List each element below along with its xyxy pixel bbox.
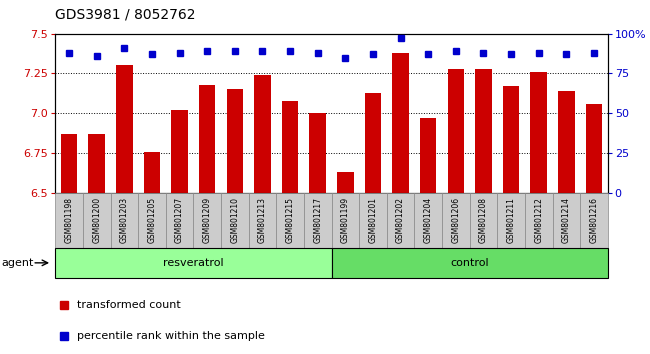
Bar	[387, 193, 415, 248]
Text: GSM801211: GSM801211	[506, 198, 515, 243]
Bar	[138, 193, 166, 248]
Text: GSM801214: GSM801214	[562, 198, 571, 243]
Bar	[475, 69, 491, 193]
Text: GSM801212: GSM801212	[534, 198, 543, 243]
Bar	[61, 134, 77, 193]
Bar	[172, 110, 188, 193]
Text: GDS3981 / 8052762: GDS3981 / 8052762	[55, 7, 196, 21]
Bar	[359, 193, 387, 248]
Text: GSM801216: GSM801216	[590, 198, 599, 243]
Bar	[309, 113, 326, 193]
Text: GSM801198: GSM801198	[64, 198, 73, 243]
Text: GSM801215: GSM801215	[285, 198, 294, 243]
Bar	[194, 193, 221, 248]
Text: GSM801217: GSM801217	[313, 198, 322, 243]
Text: GSM801204: GSM801204	[424, 197, 433, 244]
Bar	[221, 193, 248, 248]
Text: GSM801205: GSM801205	[148, 197, 157, 244]
Text: GSM801201: GSM801201	[369, 198, 378, 243]
Text: GSM801202: GSM801202	[396, 198, 405, 243]
Bar	[166, 193, 194, 248]
Text: GSM801203: GSM801203	[120, 197, 129, 244]
Bar	[55, 193, 83, 248]
Bar	[199, 85, 216, 193]
Text: GSM801200: GSM801200	[92, 197, 101, 244]
Bar	[442, 193, 469, 248]
Bar	[227, 89, 243, 193]
Bar	[392, 53, 409, 193]
Bar	[304, 193, 332, 248]
Bar	[497, 193, 525, 248]
Text: GSM801210: GSM801210	[230, 198, 239, 243]
Bar	[88, 134, 105, 193]
Text: GSM801206: GSM801206	[451, 197, 460, 244]
Bar	[116, 65, 133, 193]
Bar	[83, 193, 111, 248]
Text: percentile rank within the sample: percentile rank within the sample	[77, 331, 265, 341]
Bar	[525, 193, 552, 248]
Bar	[558, 91, 575, 193]
Text: GSM801208: GSM801208	[479, 198, 488, 243]
Bar	[254, 75, 271, 193]
Bar	[530, 72, 547, 193]
Text: resveratrol: resveratrol	[163, 258, 224, 268]
Bar	[332, 248, 608, 278]
Text: control: control	[450, 258, 489, 268]
Bar	[415, 193, 442, 248]
Bar	[276, 193, 304, 248]
Bar	[469, 193, 497, 248]
Text: GSM801209: GSM801209	[203, 197, 212, 244]
Text: GSM801213: GSM801213	[258, 198, 267, 243]
Bar	[552, 193, 580, 248]
Text: transformed count: transformed count	[77, 300, 181, 310]
Bar	[337, 172, 354, 193]
Bar	[503, 86, 519, 193]
Text: GSM801199: GSM801199	[341, 197, 350, 244]
Bar	[586, 104, 602, 193]
Bar	[420, 118, 437, 193]
Bar	[447, 69, 464, 193]
Text: agent: agent	[1, 258, 34, 268]
Bar	[281, 101, 298, 193]
Text: GSM801207: GSM801207	[175, 197, 184, 244]
Bar	[144, 152, 161, 193]
Bar	[580, 193, 608, 248]
Bar	[248, 193, 276, 248]
Bar	[111, 193, 138, 248]
Bar	[55, 248, 332, 278]
Bar	[365, 93, 381, 193]
Bar	[332, 193, 359, 248]
